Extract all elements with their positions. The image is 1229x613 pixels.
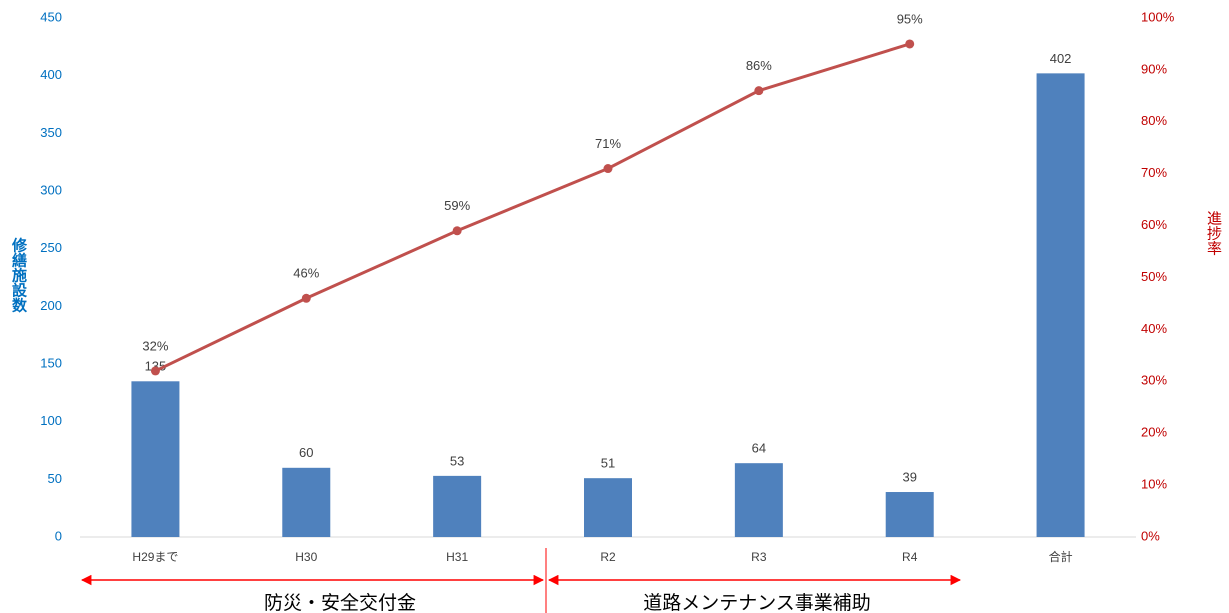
line (154, 42, 911, 373)
y-tick-label: 400 (40, 67, 62, 82)
line-value-label: 32% (142, 338, 168, 353)
y2-tick-label: 0% (1141, 528, 1160, 543)
y-tick-label: 100 (40, 413, 62, 428)
bar (282, 467, 331, 537)
annotation: 道路メンテナンス事業補助 (643, 592, 871, 613)
bar (131, 381, 180, 537)
bar-value-label: 402 (1050, 51, 1072, 66)
line-point (301, 293, 311, 303)
line-point (150, 366, 160, 376)
bar (584, 478, 632, 537)
x-tick-label: R4 (902, 550, 918, 564)
bar (1036, 73, 1085, 538)
x-tick-label: R3 (751, 550, 767, 564)
x-tick-label: R2 (600, 550, 616, 564)
y-tick-label: 150 (40, 355, 62, 370)
x-tick-label: H31 (446, 550, 468, 564)
bar-value-label: 60 (299, 445, 313, 460)
line-point (603, 164, 613, 174)
bar-value-label: 135 (145, 359, 167, 374)
y-tick-label: 300 (40, 182, 62, 197)
y-tick-label: 0 (55, 528, 62, 543)
y2-tick-label: 10% (1141, 477, 1167, 492)
line-value-label: 86% (746, 58, 772, 73)
x-tick-label: H29まで (132, 550, 178, 564)
line-value-label: 46% (293, 266, 319, 281)
y-tick-label: 50 (48, 471, 62, 486)
bar-value-label: 51 (601, 456, 615, 471)
bar (433, 475, 482, 537)
y2-tick-label: 80% (1141, 113, 1167, 128)
y2-tick-label: 70% (1141, 165, 1167, 180)
line-point (452, 226, 462, 236)
y2-tick-label: 50% (1141, 269, 1167, 284)
y2-tick-label: 90% (1141, 61, 1167, 76)
y2-tick-label: 40% (1141, 321, 1167, 336)
bar (734, 463, 783, 537)
annotation: 防災・安全交付金 (264, 592, 416, 613)
line-point (905, 39, 915, 49)
line-value-label: 95% (897, 11, 923, 26)
y-tick-label: 250 (40, 240, 62, 255)
y-tick-label: 200 (40, 298, 62, 313)
x-tick-label: 合計 (1049, 549, 1073, 564)
bar-value-label: 39 (902, 469, 916, 484)
y-tick-label: 450 (40, 9, 62, 24)
bar-value-label: 64 (752, 441, 766, 456)
bar-value-label: 53 (450, 453, 464, 468)
y2-axis-title: 進捗率 (1205, 211, 1222, 256)
bar (885, 492, 934, 537)
y2-tick-label: 20% (1141, 425, 1167, 440)
y2-tick-label: 30% (1141, 373, 1167, 388)
y2-tick-label: 60% (1141, 217, 1167, 232)
x-tick-label: H30 (295, 550, 317, 564)
y-tick-label: 350 (40, 125, 62, 140)
y2-tick-label: 100% (1141, 9, 1175, 24)
y-axis-title: 修繕施設数 (10, 237, 28, 314)
line-value-label: 71% (595, 136, 621, 151)
line-point (754, 86, 764, 96)
line-value-label: 59% (444, 198, 470, 213)
